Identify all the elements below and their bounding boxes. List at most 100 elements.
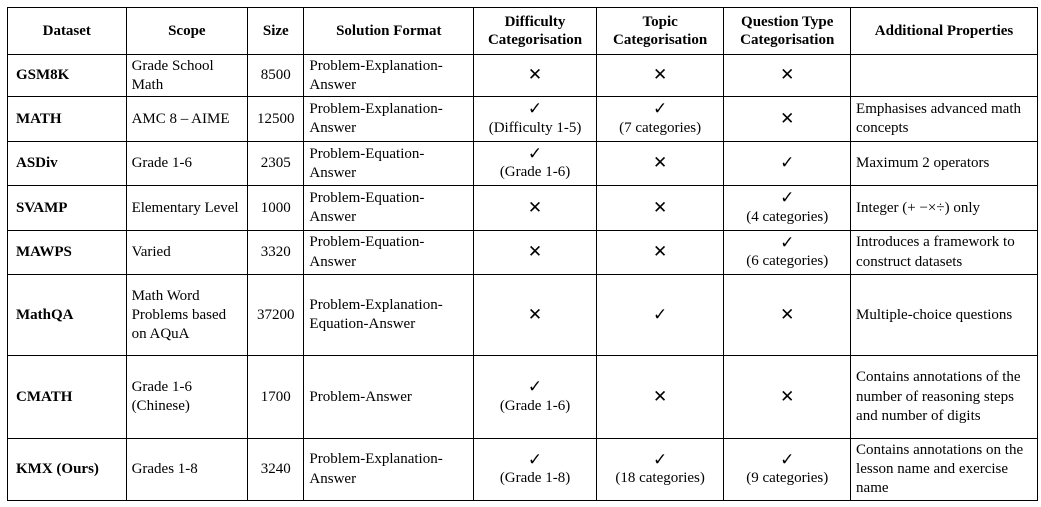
category-note: (Grade 1-8): [499, 470, 571, 487]
table-row: MAWPS Varied 3320 Problem-Equation-Answer ✕ ✕…: [7, 229, 1038, 276]
difficulty-cell: ✕: [473, 53, 597, 98]
topic-cell: ✕: [595, 140, 725, 187]
check-icon: ✓: [780, 232, 795, 253]
check-icon: ✓: [780, 188, 795, 209]
cross-icon: ✕: [780, 305, 795, 326]
check-icon: ✓: [527, 143, 543, 164]
topic-cell: ✓ (7 categories): [595, 96, 725, 142]
table-row: KMX (Ours) Grades 1-8 3240 Problem-Explanat…: [7, 438, 1038, 501]
cross-icon: ✕: [527, 197, 543, 218]
solution-format-cell: Problem-Explanation-Answer: [303, 96, 475, 142]
scope-cell: Grade 1-6 (Chinese): [125, 355, 249, 440]
cross-icon: ✕: [527, 65, 543, 86]
header-size: Size: [247, 7, 305, 55]
additional-properties-cell: Emphasises advanced math concepts: [850, 96, 1038, 142]
table-row: MathQA Math Word Problems based on AQuA 37…: [7, 274, 1038, 357]
solution-format-cell: Problem-Equation-Answer: [303, 229, 475, 276]
check-icon: ✓: [652, 99, 668, 120]
difficulty-cell: ✓ (Grade 1-6): [473, 355, 597, 440]
question-type-cell: ✕: [723, 355, 852, 440]
scope-cell: Grades 1-8: [125, 438, 249, 501]
header-additional-properties: Additional Properties: [850, 7, 1038, 55]
category-note: (9 categories): [746, 470, 829, 487]
table-body: GSM8K Grade School Math 8500 Problem-Explan…: [7, 53, 1038, 501]
category-note: (7 categories): [619, 119, 702, 136]
header-topic: Topic Categorisation: [595, 7, 725, 55]
solution-format-cell: Problem-Explanation-Equation-Answer: [303, 274, 475, 357]
category-note: (Grade 1-6): [499, 164, 571, 181]
check-icon: ✓: [527, 99, 543, 120]
table-row: ASDiv Grade 1-6 2305 Problem-Equation-Answe…: [7, 140, 1038, 187]
dataset-name: GSM8K: [7, 53, 127, 98]
scope-cell: Grade School Math: [125, 53, 249, 98]
solution-format-cell: Problem-Explanation-Answer: [303, 53, 475, 98]
cross-icon: ✕: [527, 242, 543, 263]
category-note: (Grade 1-6): [499, 398, 571, 415]
topic-cell: ✕: [595, 355, 725, 440]
solution-format-cell: Problem-Equation-Answer: [303, 140, 475, 187]
cross-icon: ✕: [652, 65, 668, 86]
question-type-cell: ✕: [723, 96, 852, 142]
category-note: (Difficulty 1-5): [488, 119, 582, 136]
question-type-cell: ✓: [723, 140, 852, 187]
header-solution-format: Solution Format: [303, 7, 475, 55]
question-type-cell: ✓ (9 categories): [723, 438, 852, 501]
dataset-name: MathQA: [7, 274, 127, 357]
question-type-cell: ✓ (4 categories): [723, 185, 852, 231]
category-note: (4 categories): [746, 208, 829, 225]
header-question-type: Question Type Categorisation: [723, 7, 852, 55]
difficulty-cell: ✕: [473, 274, 597, 357]
additional-properties-cell: Contains annotations of the number of re…: [850, 355, 1038, 440]
additional-properties-cell: [850, 53, 1038, 98]
difficulty-cell: ✕: [473, 229, 597, 276]
dataset-name: MAWPS: [7, 229, 127, 276]
question-type-cell: ✓ (6 categories): [723, 229, 852, 276]
question-type-cell: ✕: [723, 53, 852, 98]
cross-icon: ✕: [780, 65, 795, 86]
size-cell: 2305: [247, 140, 305, 187]
cross-icon: ✕: [780, 108, 795, 129]
difficulty-cell: ✓ (Grade 1-6): [473, 140, 597, 187]
topic-cell: ✓: [595, 274, 725, 357]
question-type-cell: ✕: [723, 274, 852, 357]
table-row: MATH AMC 8 – AIME 12500 Problem-Explanation…: [7, 96, 1038, 142]
size-cell: 3240: [247, 438, 305, 501]
table-row: GSM8K Grade School Math 8500 Problem-Explan…: [7, 53, 1038, 98]
size-cell: 37200: [247, 274, 305, 357]
check-icon: ✓: [527, 449, 543, 470]
dataset-name: SVAMP: [7, 185, 127, 231]
check-icon: ✓: [780, 153, 795, 174]
size-cell: 12500: [247, 96, 305, 142]
difficulty-cell: ✕: [473, 185, 597, 231]
size-cell: 1700: [247, 355, 305, 440]
scope-cell: Grade 1-6: [125, 140, 249, 187]
dataset-name: MATH: [7, 96, 127, 142]
size-cell: 1000: [247, 185, 305, 231]
topic-cell: ✕: [595, 185, 725, 231]
dataset-name: ASDiv: [7, 140, 127, 187]
dataset-name: KMX (Ours): [7, 438, 127, 501]
cross-icon: ✕: [652, 386, 668, 407]
check-icon: ✓: [652, 305, 668, 326]
additional-properties-cell: Multiple-choice questions: [850, 274, 1038, 357]
check-icon: ✓: [527, 377, 543, 398]
cross-icon: ✕: [527, 305, 543, 326]
cross-icon: ✕: [652, 242, 668, 263]
table-row: SVAMP Elementary Level 1000 Problem-Equatio…: [7, 185, 1038, 231]
header-dataset: Dataset: [7, 7, 127, 55]
additional-properties-cell: Maximum 2 operators: [850, 140, 1038, 187]
difficulty-cell: ✓ (Grade 1-8): [473, 438, 597, 501]
solution-format-cell: Problem-Explanation-Answer: [303, 438, 475, 501]
dataset-comparison-table: Dataset Scope Size Solution Format Diffi…: [7, 7, 1038, 501]
topic-cell: ✓ (18 categories): [595, 438, 725, 501]
additional-properties-cell: Contains annotations on the lesson name …: [850, 438, 1038, 501]
additional-properties-cell: Integer (+ −×÷) only: [850, 185, 1038, 231]
check-icon: ✓: [652, 449, 668, 470]
dataset-name: CMATH: [7, 355, 127, 440]
additional-properties-cell: Introduces a framework to construct data…: [850, 229, 1038, 276]
difficulty-cell: ✓ (Difficulty 1-5): [473, 96, 597, 142]
scope-cell: Varied: [125, 229, 249, 276]
scope-cell: Math Word Problems based on AQuA: [125, 274, 249, 357]
header-difficulty: Difficulty Categorisation: [473, 7, 597, 55]
table-row: CMATH Grade 1-6 (Chinese) 1700 Problem-Answ…: [7, 355, 1038, 440]
